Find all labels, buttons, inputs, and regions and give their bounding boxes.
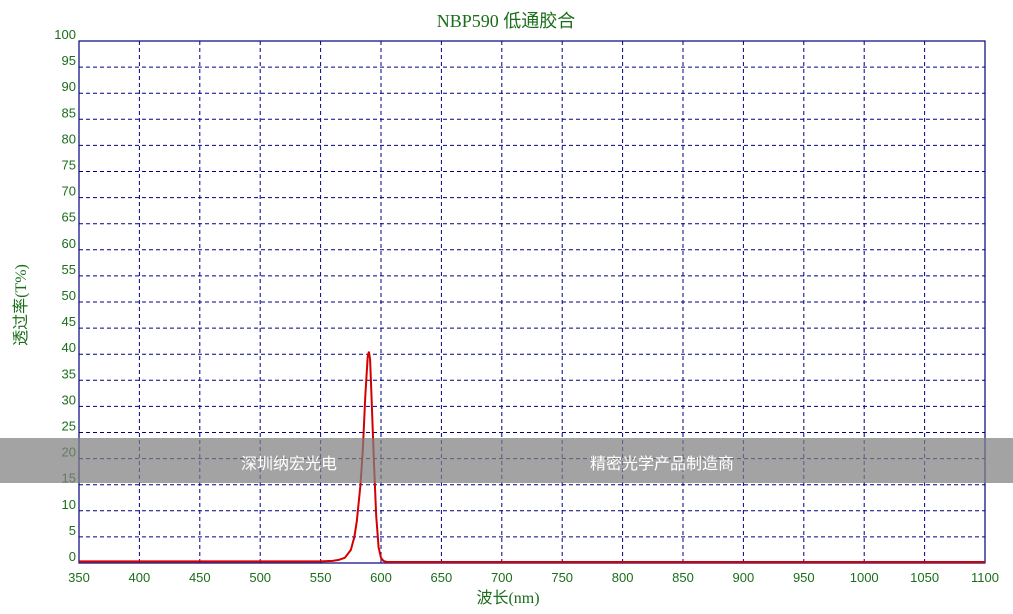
x-tick-label: 1050 — [910, 570, 939, 585]
x-tick-label: 1100 — [971, 570, 999, 585]
x-tick-label: 600 — [370, 570, 392, 585]
y-tick-label: 5 — [69, 523, 76, 538]
x-tick-label: 1000 — [850, 570, 879, 585]
y-axis-ticks: 0510152025303540455055606570758085909510… — [54, 27, 76, 564]
y-tick-label: 90 — [62, 79, 76, 94]
y-tick-label: 80 — [62, 131, 76, 146]
x-axis-ticks: 350 400 450 500 550 600 650 700 750 800 850 900 950 1… — [68, 570, 999, 585]
watermark-left: 深圳纳宏光电 — [241, 454, 338, 473]
x-tick-label: 650 — [431, 570, 453, 585]
y-tick-label: 45 — [62, 314, 76, 329]
y-tick-label: 60 — [62, 236, 76, 251]
x-tick-label: 850 — [672, 570, 694, 585]
y-tick-label: 25 — [62, 419, 76, 434]
watermark-band: 深圳纳宏光电 精密光学产品制造商 — [0, 438, 1013, 483]
x-tick-label: 500 — [249, 570, 271, 585]
y-axis-label: 透过率(T%) — [12, 264, 30, 346]
y-tick-label: 30 — [62, 392, 76, 407]
y-tick-label: 10 — [62, 497, 76, 512]
x-tick-label: 750 — [551, 570, 573, 585]
y-tick-label: 35 — [62, 366, 76, 381]
watermark-right: 精密光学产品制造商 — [590, 454, 735, 473]
chart-title: NBP590 低通胶合 — [437, 11, 576, 31]
y-tick-label: 85 — [62, 105, 76, 120]
y-tick-label: 55 — [62, 262, 76, 277]
y-tick-label: 65 — [62, 210, 76, 225]
x-tick-label: 400 — [129, 570, 151, 585]
series-line — [79, 351, 985, 563]
x-tick-label: 950 — [793, 570, 815, 585]
x-tick-label: 550 — [310, 570, 332, 585]
x-axis-label: 波长(nm) — [476, 589, 539, 607]
y-tick-label: 70 — [62, 184, 76, 199]
x-tick-label: 900 — [733, 570, 755, 585]
y-tick-label: 75 — [62, 158, 76, 173]
x-tick-label: 350 — [68, 570, 90, 585]
y-tick-label: 100 — [54, 27, 76, 42]
y-tick-label: 95 — [62, 53, 76, 68]
x-tick-label: 450 — [189, 570, 211, 585]
grid — [79, 41, 985, 563]
y-tick-label: 40 — [62, 340, 76, 355]
y-tick-label: 0 — [69, 549, 76, 564]
x-tick-label: 800 — [612, 570, 634, 585]
y-tick-label: 50 — [62, 288, 76, 303]
x-tick-label: 700 — [491, 570, 513, 585]
